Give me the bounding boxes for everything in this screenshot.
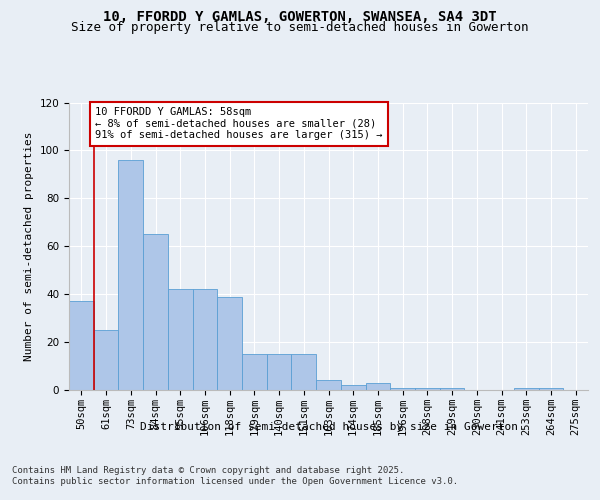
Bar [341,385,365,390]
Bar [168,290,193,390]
Text: Contains HM Land Registry data © Crown copyright and database right 2025.: Contains HM Land Registry data © Crown c… [12,466,404,475]
Bar [316,380,341,390]
Text: 10 FFORDD Y GAMLAS: 58sqm
← 8% of semi-detached houses are smaller (28)
91% of s: 10 FFORDD Y GAMLAS: 58sqm ← 8% of semi-d… [95,108,382,140]
Text: Distribution of semi-detached houses by size in Gowerton: Distribution of semi-detached houses by … [140,422,518,432]
Bar [242,354,267,390]
Bar [514,388,539,390]
Bar [94,330,118,390]
Text: Contains public sector information licensed under the Open Government Licence v3: Contains public sector information licen… [12,478,458,486]
Bar [143,234,168,390]
Bar [217,296,242,390]
Bar [415,388,440,390]
Bar [267,354,292,390]
Bar [390,388,415,390]
Bar [539,388,563,390]
Bar [193,290,217,390]
Bar [69,302,94,390]
Bar [440,388,464,390]
Text: 10, FFORDD Y GAMLAS, GOWERTON, SWANSEA, SA4 3DT: 10, FFORDD Y GAMLAS, GOWERTON, SWANSEA, … [103,10,497,24]
Y-axis label: Number of semi-detached properties: Number of semi-detached properties [24,132,34,361]
Bar [118,160,143,390]
Bar [365,383,390,390]
Text: Size of property relative to semi-detached houses in Gowerton: Size of property relative to semi-detach… [71,22,529,35]
Bar [292,354,316,390]
